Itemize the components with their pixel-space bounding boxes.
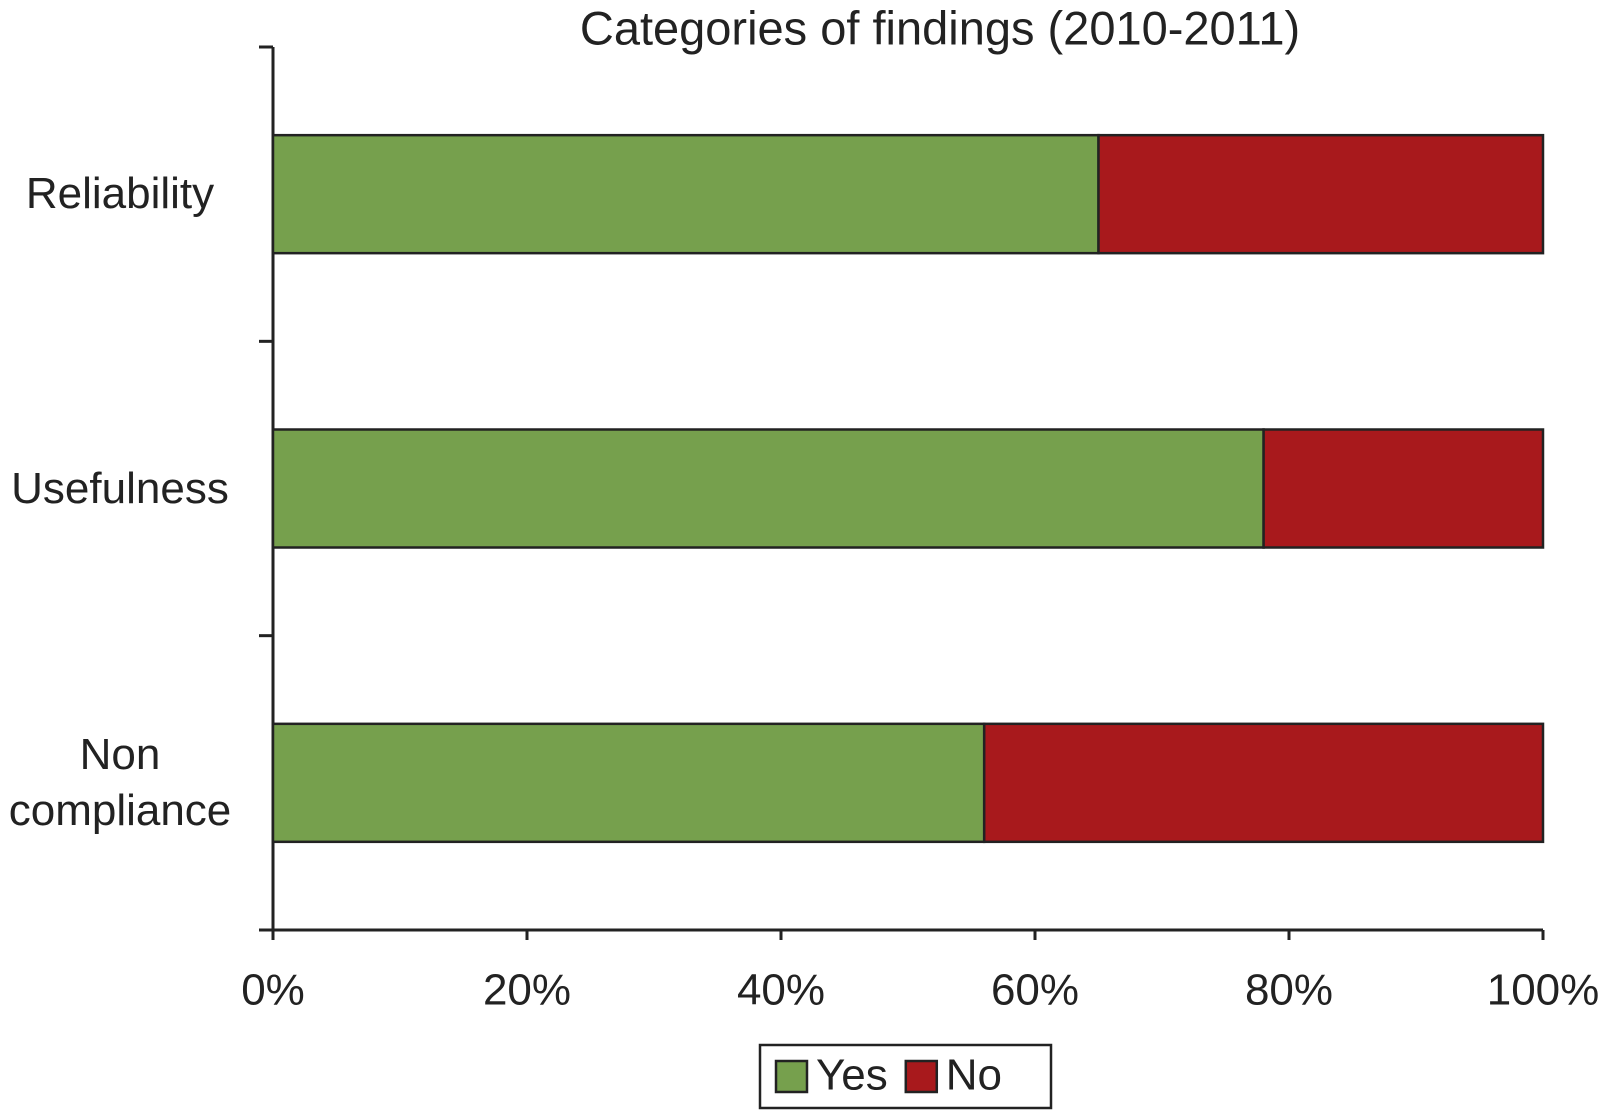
x-tick-label: 0%	[241, 966, 305, 1015]
x-tick-label: 60%	[991, 966, 1079, 1015]
legend-swatch	[904, 1059, 939, 1094]
legend-label: Yes	[816, 1051, 888, 1100]
legend-label: No	[946, 1051, 1002, 1100]
y-tick-label: Reliability	[25, 169, 215, 219]
bar-segment	[1097, 133, 1545, 255]
bar-segment	[271, 428, 1265, 549]
y-tick-label: Usefulness	[11, 463, 229, 513]
legend: Yes No	[758, 1043, 1053, 1110]
y-tick-label: Non compliance	[8, 729, 232, 835]
x-tick-label: 80%	[1245, 966, 1333, 1015]
bar-segment	[271, 133, 1100, 255]
x-tick-label: 100%	[1487, 966, 1600, 1015]
chart-title: Categories of findings (2010-2011)	[580, 1, 1300, 54]
x-tick-label: 40%	[737, 966, 825, 1015]
x-tick-label: 20%	[483, 966, 571, 1015]
legend-swatch	[774, 1059, 809, 1094]
bar-segment	[271, 722, 986, 844]
bar-segment	[982, 722, 1545, 844]
bar-segment	[1262, 428, 1545, 549]
